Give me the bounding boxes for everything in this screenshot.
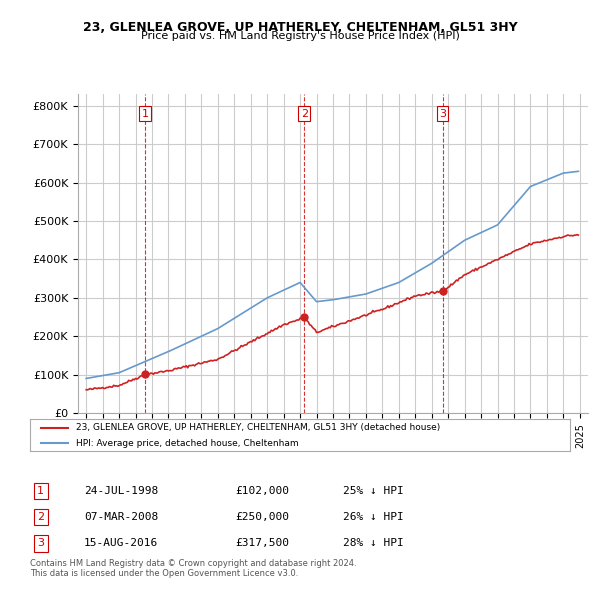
Text: 24-JUL-1998: 24-JUL-1998 xyxy=(84,486,158,496)
Text: 23, GLENLEA GROVE, UP HATHERLEY, CHELTENHAM, GL51 3HY: 23, GLENLEA GROVE, UP HATHERLEY, CHELTEN… xyxy=(83,21,517,34)
Text: 2: 2 xyxy=(37,512,44,522)
Text: 25% ↓ HPI: 25% ↓ HPI xyxy=(343,486,404,496)
Text: Contains HM Land Registry data © Crown copyright and database right 2024.
This d: Contains HM Land Registry data © Crown c… xyxy=(30,559,356,578)
Text: 3: 3 xyxy=(439,109,446,119)
Text: 07-MAR-2008: 07-MAR-2008 xyxy=(84,512,158,522)
Text: Price paid vs. HM Land Registry's House Price Index (HPI): Price paid vs. HM Land Registry's House … xyxy=(140,31,460,41)
Text: HPI: Average price, detached house, Cheltenham: HPI: Average price, detached house, Chel… xyxy=(76,439,299,448)
Text: £102,000: £102,000 xyxy=(235,486,289,496)
Text: £250,000: £250,000 xyxy=(235,512,289,522)
Text: 1: 1 xyxy=(142,109,149,119)
Text: 23, GLENLEA GROVE, UP HATHERLEY, CHELTENHAM, GL51 3HY (detached house): 23, GLENLEA GROVE, UP HATHERLEY, CHELTEN… xyxy=(76,424,440,432)
Text: 2: 2 xyxy=(301,109,308,119)
Text: 15-AUG-2016: 15-AUG-2016 xyxy=(84,539,158,549)
Text: 26% ↓ HPI: 26% ↓ HPI xyxy=(343,512,404,522)
Text: 28% ↓ HPI: 28% ↓ HPI xyxy=(343,539,404,549)
Text: 3: 3 xyxy=(37,539,44,549)
Text: 1: 1 xyxy=(37,486,44,496)
Text: £317,500: £317,500 xyxy=(235,539,289,549)
